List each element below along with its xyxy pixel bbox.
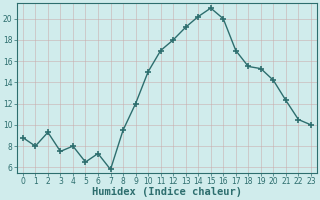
X-axis label: Humidex (Indice chaleur): Humidex (Indice chaleur)	[92, 187, 242, 197]
